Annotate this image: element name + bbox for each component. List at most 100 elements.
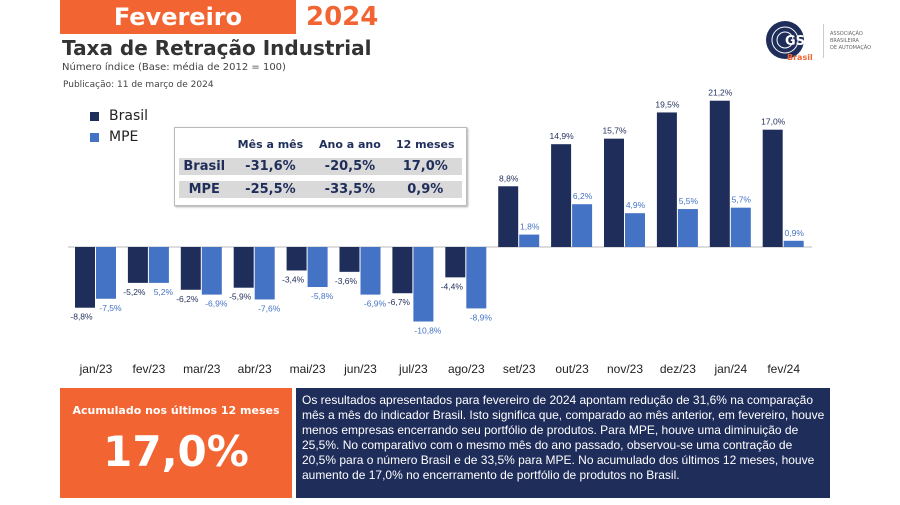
publication-date: Publicação: 11 de março de 2024 xyxy=(63,80,214,90)
x-tick-label: abr/23 xyxy=(238,362,272,376)
org-line: ASSOCIAÇÃO xyxy=(830,30,863,37)
data-label: -6,9% xyxy=(364,299,387,309)
table-cell: 0,9% xyxy=(388,181,462,198)
data-label: -6,7% xyxy=(388,297,411,307)
bar-mpe xyxy=(730,207,751,247)
data-label: 19,5% xyxy=(655,99,680,109)
bar-brasil xyxy=(127,247,148,283)
x-tick-label: fev/24 xyxy=(767,362,800,376)
logo-brand: GS1 xyxy=(785,34,814,49)
bar-mpe xyxy=(307,247,328,288)
data-label: -7,6% xyxy=(258,303,281,313)
data-label: 21,2% xyxy=(708,88,733,98)
data-label: 17,0% xyxy=(761,117,786,127)
bar-mpe xyxy=(625,213,645,247)
data-label: 5,2% xyxy=(154,287,174,297)
table-row: Brasil -31,6% -20,5% 17,0% xyxy=(179,158,462,175)
table-cell: -31,6% xyxy=(229,158,312,175)
logo-country: Brasil xyxy=(787,53,813,62)
org-line: DE AUTOMAÇÃO xyxy=(830,44,872,51)
gs1-logo-icon: GS1 Brasil xyxy=(766,21,814,62)
data-label: -4,4% xyxy=(441,281,464,291)
bar-mpe xyxy=(148,247,169,283)
month-banner: Fevereiro xyxy=(60,0,296,34)
bar-mpe xyxy=(96,247,116,299)
bar-mpe xyxy=(572,204,593,247)
x-tick-label: jan/23 xyxy=(79,362,113,376)
bar-mpe xyxy=(466,247,487,309)
x-tick-label: nov/23 xyxy=(607,362,643,376)
legend-brasil: Brasil xyxy=(90,108,148,124)
accumulated-label: Acumulado nos últimos 12 meses xyxy=(72,404,280,417)
legend-mpe: MPE xyxy=(90,129,138,145)
bar-mpe xyxy=(677,209,698,247)
summary-table: Mês a mês Ano a ano 12 meses Brasil -31,6% -… xyxy=(174,127,467,206)
accumulated-value: 17,0% xyxy=(103,427,249,476)
bar-brasil xyxy=(762,129,783,247)
legend-swatch xyxy=(90,111,99,121)
data-label: 15,7% xyxy=(602,126,627,136)
x-tick-label: fev/23 xyxy=(133,362,166,376)
table-header: 12 meses xyxy=(395,138,455,151)
x-tick-label: mar/23 xyxy=(183,362,221,376)
bar-brasil xyxy=(604,138,624,247)
x-tick-label: jan/24 xyxy=(713,362,747,376)
data-label: 1,8% xyxy=(520,222,540,232)
x-tick-label: dez/23 xyxy=(660,362,696,376)
year-label: 2024 xyxy=(306,2,379,32)
bar-brasil xyxy=(233,247,254,288)
legend-swatch xyxy=(90,132,99,142)
bar-mpe xyxy=(413,247,434,322)
x-tick-label: mai/23 xyxy=(290,362,326,376)
data-label: -3,4% xyxy=(282,274,305,284)
data-label: -5,8% xyxy=(311,291,334,301)
table-cell: -25,5% xyxy=(229,181,312,198)
x-tick-label: jul/23 xyxy=(398,362,428,376)
bar-brasil xyxy=(498,186,519,247)
bar-chart: -8,8% -7,5% jan/23 -5,2% 5,2% fev/23 -6,2% -6,9… xyxy=(68,88,812,376)
subtitle: Número índice (Base: média de 2012 = 100… xyxy=(62,62,286,73)
bar-brasil xyxy=(656,112,677,247)
data-label: -6,9% xyxy=(205,299,228,309)
gs1-logo: GS1 Brasil ASSOCIAÇÃO BRASILEIRA DE AUTO… xyxy=(765,20,871,62)
bar-brasil xyxy=(392,247,413,294)
table-header: Mês a mês xyxy=(237,138,304,151)
bar-mpe xyxy=(360,247,381,295)
bar-mpe xyxy=(201,247,222,295)
accumulated-box: Acumulado nos últimos 12 meses 17,0% xyxy=(60,388,292,498)
description-text: Os resultados apresentados para fevereir… xyxy=(296,388,830,498)
legend-label: MPE xyxy=(109,129,139,145)
data-label: 5,5% xyxy=(679,196,699,206)
bar-brasil xyxy=(445,247,466,278)
bar-brasil xyxy=(75,247,95,308)
bar-mpe xyxy=(519,234,540,247)
bar-brasil xyxy=(709,100,730,247)
table-header: Ano a ano xyxy=(319,138,381,151)
data-label: -8,8% xyxy=(70,312,93,322)
data-label: -5,2% xyxy=(123,287,146,297)
data-label: 4,9% xyxy=(626,200,646,210)
bar-mpe xyxy=(783,240,804,247)
bar-brasil xyxy=(339,247,360,272)
data-label: 0,9% xyxy=(785,228,805,238)
data-label: -8,9% xyxy=(470,312,493,322)
data-label: -3,6% xyxy=(335,276,358,286)
data-label: -7,5% xyxy=(99,303,122,313)
table-cell: Brasil xyxy=(179,158,230,175)
bar-brasil xyxy=(286,247,307,271)
data-label: 5,7% xyxy=(732,195,752,205)
logo-org: ASSOCIAÇÃO BRASILEIRA DE AUTOMAÇÃO xyxy=(830,31,871,52)
org-line: BRASILEIRA xyxy=(830,37,859,44)
bar-brasil xyxy=(551,144,572,247)
x-tick-label: set/23 xyxy=(503,362,536,376)
bar-brasil xyxy=(180,247,201,290)
table-cell: MPE xyxy=(179,181,230,198)
x-tick-label: jun/23 xyxy=(343,362,377,376)
legend-label: Brasil xyxy=(109,108,149,124)
data-label: -6,2% xyxy=(176,294,199,304)
table-cell: -20,5% xyxy=(311,158,389,175)
data-label: 8,8% xyxy=(499,173,519,183)
table-row: MPE -25,5% -33,5% 0,9% xyxy=(179,181,462,198)
table-cell: -33,5% xyxy=(311,181,389,198)
table-header xyxy=(179,134,230,152)
